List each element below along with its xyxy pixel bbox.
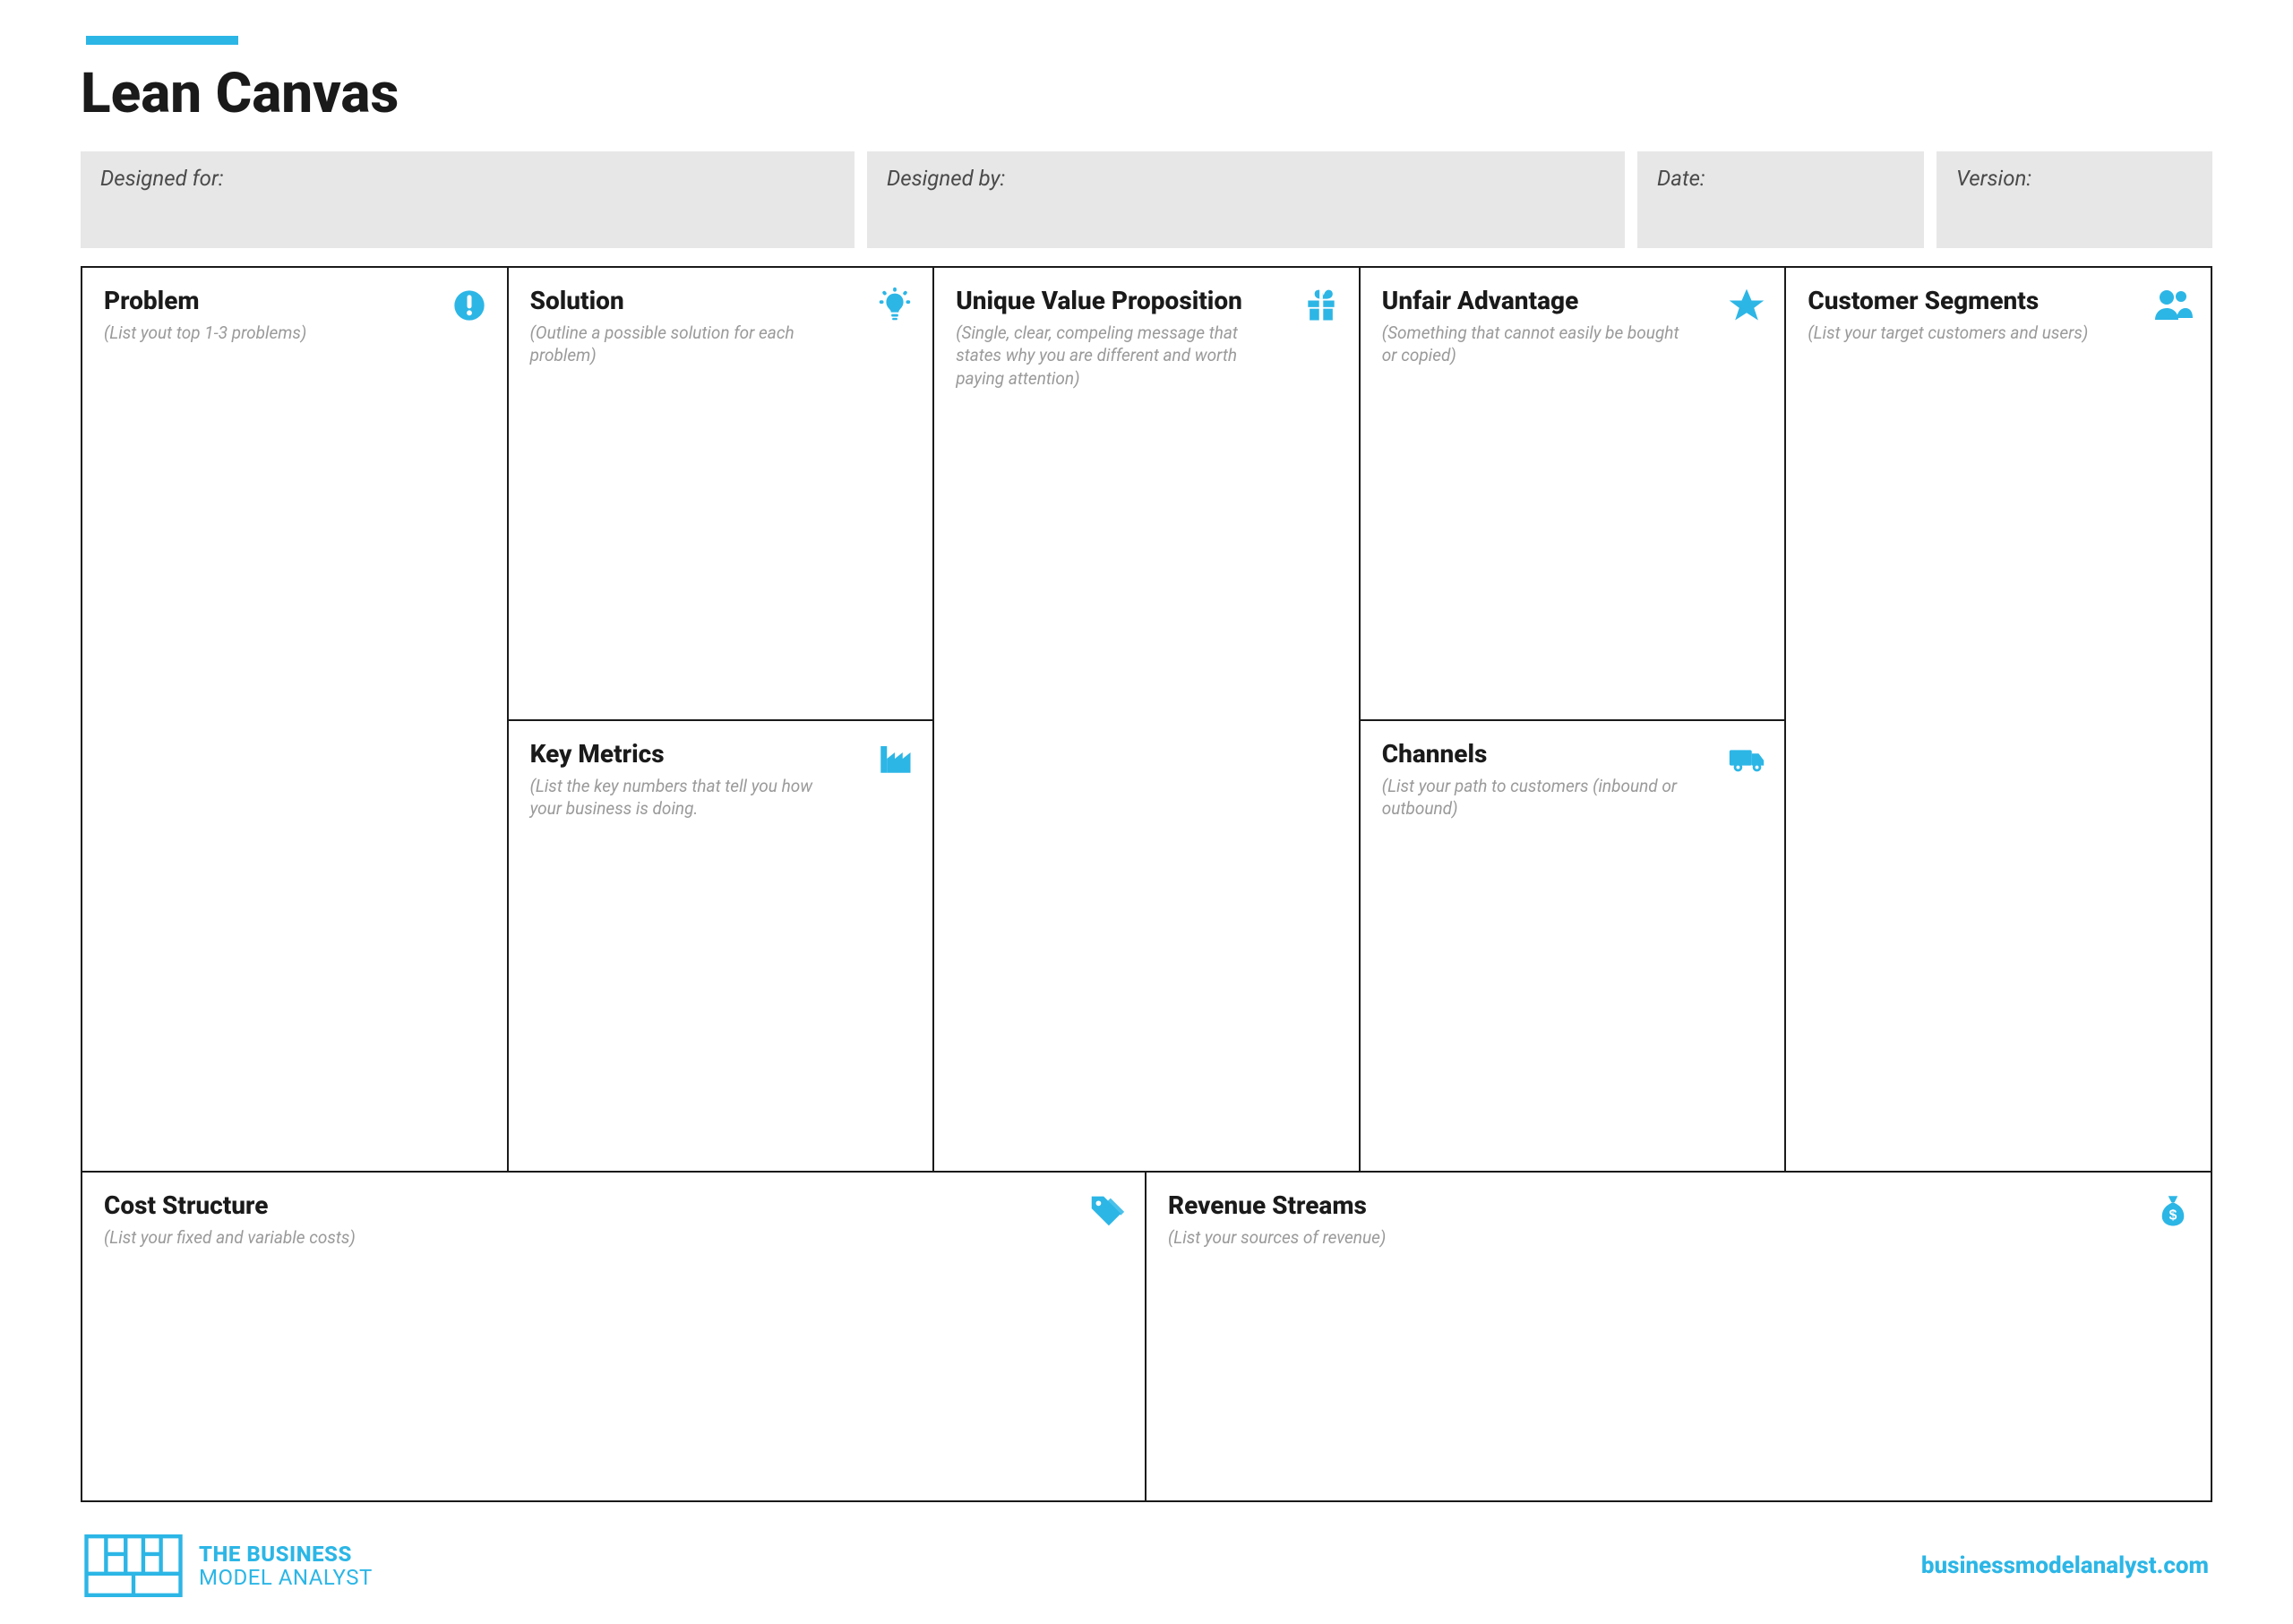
canvas-grid: Problem (List yout top 1-3 problems) Sol…: [81, 266, 2212, 1502]
cell-title-cost: Cost Structure: [104, 1190, 1123, 1221]
meta-date[interactable]: Date:: [1637, 151, 1924, 248]
cell-title-solution: Solution: [530, 286, 912, 316]
cell-title-key-metrics: Key Metrics: [530, 739, 912, 769]
star-icon: [1725, 284, 1768, 327]
cell-title-revenue: Revenue Streams: [1168, 1190, 2189, 1221]
truck-icon: [1725, 737, 1768, 780]
cell-sub-customers: (List your target customers and users): [1808, 322, 2112, 345]
footer: THE BUSINESS MODEL ANALYST businessmodel…: [81, 1534, 2212, 1597]
lightbulb-icon: [873, 284, 916, 327]
svg-text:$: $: [2169, 1208, 2177, 1224]
cell-channels[interactable]: Channels (List your path to customers (i…: [1361, 719, 1785, 1171]
cell-cost[interactable]: Cost Structure (List your fixed and vari…: [82, 1173, 1146, 1500]
users-icon: [2151, 284, 2194, 327]
cell-revenue[interactable]: Revenue Streams (List your sources of re…: [1146, 1173, 2211, 1500]
cell-title-problem: Problem: [104, 286, 485, 316]
meta-version[interactable]: Version:: [1937, 151, 2212, 248]
cell-title-uvp: Unique Value Proposition: [956, 286, 1337, 316]
cell-solution[interactable]: Solution (Outline a possible solution fo…: [509, 268, 933, 719]
cell-unfair[interactable]: Unfair Advantage (Something that cannot …: [1361, 268, 1785, 719]
brand-logo-icon: [84, 1534, 183, 1597]
exclamation-icon: [448, 284, 491, 327]
meta-designed-for[interactable]: Designed for:: [81, 151, 855, 248]
accent-bar: [86, 36, 238, 45]
col-unfair-channels: Unfair Advantage (Something that cannot …: [1361, 268, 1787, 1171]
factory-icon: [873, 737, 916, 780]
cell-uvp[interactable]: Unique Value Proposition (Single, clear,…: [934, 268, 1359, 1171]
tag-icon: [1086, 1189, 1129, 1232]
col-customers: Customer Segments (List your target cust…: [1786, 268, 2211, 1171]
cell-title-unfair: Unfair Advantage: [1382, 286, 1764, 316]
cell-sub-channels: (List your path to customers (inbound or…: [1382, 775, 1687, 821]
cell-sub-revenue: (List your sources of revenue): [1168, 1226, 1473, 1250]
canvas-top-row: Problem (List yout top 1-3 problems) Sol…: [82, 268, 2211, 1171]
footer-brand: THE BUSINESS MODEL ANALYST: [84, 1534, 373, 1597]
cell-key-metrics[interactable]: Key Metrics (List the key numbers that t…: [509, 719, 933, 1171]
brand-text: THE BUSINESS MODEL ANALYST: [199, 1542, 373, 1590]
meta-row: Designed for: Designed by: Date: Version…: [81, 151, 2212, 248]
col-problem: Problem (List yout top 1-3 problems): [82, 268, 509, 1171]
cell-sub-problem: (List yout top 1-3 problems): [104, 322, 408, 345]
cell-sub-solution: (Outline a possible solution for each pr…: [530, 322, 835, 367]
col-uvp: Unique Value Proposition (Single, clear,…: [934, 268, 1361, 1171]
cell-title-channels: Channels: [1382, 739, 1764, 769]
canvas-bottom-row: Cost Structure (List your fixed and vari…: [82, 1171, 2211, 1500]
lean-canvas-page: Lean Canvas Designed for: Designed by: D…: [0, 0, 2293, 1624]
brand-line2: MODEL ANALYST: [199, 1566, 373, 1589]
cell-customers[interactable]: Customer Segments (List your target cust…: [1786, 268, 2211, 1171]
meta-label-date: Date:: [1657, 166, 1904, 191]
cell-sub-unfair: (Something that cannot easily be bought …: [1382, 322, 1687, 367]
meta-label-designed-by: Designed by:: [887, 166, 1605, 191]
footer-url[interactable]: businessmodelanalyst.com: [1921, 1552, 2209, 1579]
col-solution-metrics: Solution (Outline a possible solution fo…: [509, 268, 935, 1171]
cell-sub-cost: (List your fixed and variable costs): [104, 1226, 408, 1250]
cell-sub-uvp: (Single, clear, compeling message that s…: [956, 322, 1260, 391]
meta-label-version: Version:: [1956, 166, 2193, 191]
gift-icon: [1300, 284, 1343, 327]
cell-problem[interactable]: Problem (List yout top 1-3 problems): [82, 268, 507, 1171]
moneybag-icon: $: [2151, 1189, 2194, 1232]
meta-designed-by[interactable]: Designed by:: [867, 151, 1625, 248]
brand-line1: THE BUSINESS: [199, 1542, 373, 1566]
cell-sub-key-metrics: (List the key numbers that tell you how …: [530, 775, 835, 821]
meta-label-designed-for: Designed for:: [100, 166, 835, 191]
page-title: Lean Canvas: [81, 61, 2212, 126]
cell-title-customers: Customer Segments: [1808, 286, 2189, 316]
